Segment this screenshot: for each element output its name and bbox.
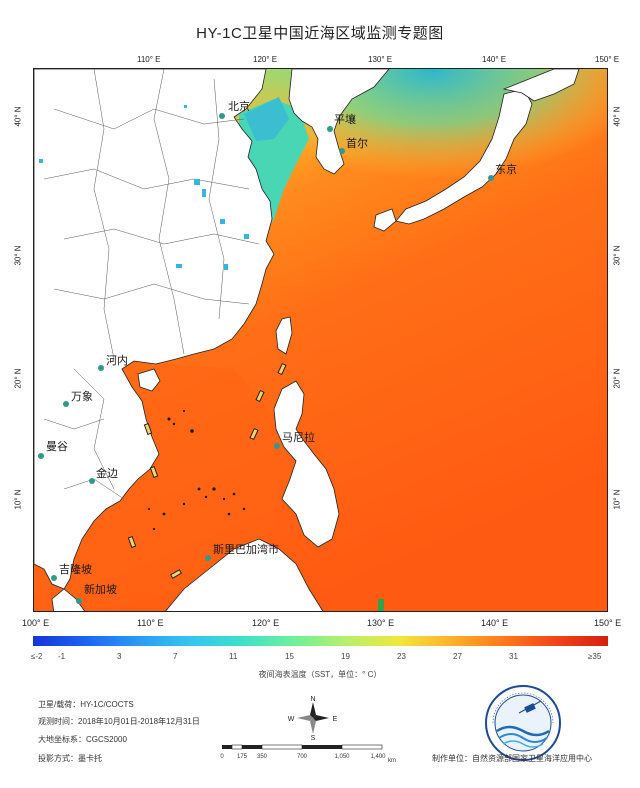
philippines: [273, 380, 340, 548]
colorbar-tick: 7: [173, 652, 178, 661]
lat-label-left: 10° N: [13, 489, 23, 510]
meta-crs: 大地坐标系：CGCS2000: [38, 735, 127, 744]
korean-peninsula: [288, 69, 390, 175]
city-label-bandar-seri-begawan: 斯里巴加湾市: [213, 542, 279, 556]
lon-label-bottom: 100° E: [22, 618, 50, 628]
scale-tick: 700: [297, 754, 308, 760]
admin-borders: [43, 69, 260, 500]
colorbar-tick: 31: [509, 652, 518, 661]
kyushu: [373, 208, 397, 232]
lon-label-top: 120° E: [253, 55, 278, 64]
meta-projection: 投影方式：墨卡托: [38, 754, 102, 763]
lon-label-bottom: 140° E: [481, 618, 509, 628]
inland-water-pixels: [39, 105, 249, 270]
city-label-beijing: 北京: [228, 99, 250, 113]
city-label-singapore: 新加坡: [84, 582, 117, 596]
city-dot-kuala-lumpur[interactable]: [51, 575, 57, 581]
meta-time: 观测时间：2018年10月01日-2018年12月31日: [38, 717, 200, 726]
colorbar-tick: 19: [341, 652, 350, 661]
city-label-tokyo: 东京: [495, 162, 517, 176]
city-label-manila: 马尼拉: [282, 430, 315, 444]
city-label-vientiane: 万象: [71, 390, 93, 403]
lon-label-bottom: 150° E: [594, 618, 622, 628]
city-dot-hanoi[interactable]: [98, 365, 104, 371]
lon-label-top: 140° E: [482, 55, 507, 64]
compass-east-arrow: [313, 715, 329, 721]
bohai-sea: [244, 97, 289, 141]
compass-west-arrow: [297, 715, 313, 721]
map-title: HY-1C卫星中国近海区域监测专题图: [196, 25, 444, 42]
lon-label-top: 110° E: [137, 55, 161, 64]
city-dot-bangkok[interactable]: [38, 453, 44, 459]
scale-tick: 1,050: [334, 754, 350, 760]
lon-label-top: 130° E: [368, 55, 393, 64]
compass-s: S: [311, 735, 316, 740]
lon-label-bottom: 120° E: [252, 618, 280, 628]
sst-map-svg: 北京 平壤 首尔 东京 河内 万象 曼谷 金边 马尼拉 斯里巴加湾市 吉隆坡 新…: [34, 69, 607, 611]
producer-credit: 制作单位：自然资源部国家卫星海洋应用中心: [432, 754, 592, 763]
sst-map: 北京 平壤 首尔 东京 河内 万象 曼谷 金边 马尼拉 斯里巴加湾市 吉隆坡 新…: [33, 68, 608, 612]
city-dot-manila[interactable]: [274, 443, 280, 449]
city-dot-beijing[interactable]: [219, 113, 225, 119]
nsoas-emblem-logo: [485, 685, 561, 761]
lat-label-right: 30° N: [612, 245, 622, 266]
island-clusters: [148, 410, 246, 531]
city-label-bangkok: 曼谷: [46, 440, 68, 453]
city-markers: 北京 平壤 首尔 东京 河内 万象 曼谷 金边 马尼拉 斯里巴加湾市 吉隆坡 新…: [38, 99, 517, 604]
city-label-hanoi: 河内: [106, 353, 128, 367]
scale-unit: km: [388, 758, 396, 764]
malay-peninsula: [51, 588, 86, 611]
colorbar-tick: 15: [285, 652, 294, 661]
city-dot-pyongyang[interactable]: [327, 126, 333, 132]
city-dot-singapore[interactable]: [76, 598, 82, 604]
lat-label-left: 20° N: [13, 368, 23, 389]
lat-label-right: 40° N: [612, 106, 622, 127]
city-dot-phnom-penh[interactable]: [89, 478, 95, 484]
lon-label-top: 150° E: [595, 55, 620, 64]
colorbar-tick: ≤-2: [31, 652, 43, 661]
city-label-pyongyang: 平壤: [334, 112, 356, 126]
city-dot-bandar-seri-begawan[interactable]: [205, 555, 211, 561]
colorbar-tick: ≥35: [588, 652, 602, 661]
compass-w: W: [288, 716, 295, 723]
japan: [395, 88, 533, 225]
taiwan: [275, 316, 293, 355]
hainan: [137, 368, 161, 392]
borneo: [165, 538, 324, 611]
compass-n: N: [310, 696, 315, 703]
city-dot-seoul[interactable]: [339, 148, 345, 154]
colorbar-tick: 27: [453, 652, 462, 661]
swath-marks: [127, 362, 287, 579]
scale-tick: 350: [257, 754, 268, 760]
lat-label-left: 40° N: [13, 106, 23, 127]
city-label-seoul: 首尔: [346, 136, 368, 150]
compass-south-arrow: [310, 718, 316, 734]
sst-colorbar: [33, 636, 608, 646]
scale-tick: 175: [237, 754, 248, 760]
colorbar-tick: 3: [117, 652, 122, 661]
lon-label-bottom: 110° E: [137, 618, 164, 628]
colorbar-label: 夜间海表温度（SST，单位：° C）: [258, 670, 382, 679]
city-label-phnom-penh: 金边: [96, 466, 118, 480]
scale-bar: 0 175 350 700 1,050 1,400 km: [220, 744, 396, 764]
asia-mainland: [34, 69, 275, 590]
scale-tick: 0: [220, 754, 224, 760]
colorbar-tick: -1: [58, 652, 66, 661]
city-dot-vientiane[interactable]: [63, 401, 69, 407]
colorbar-tick: 11: [229, 652, 238, 661]
colorbar-tick: 23: [397, 652, 406, 661]
compass-e: E: [333, 716, 338, 723]
city-dot-tokyo[interactable]: [488, 175, 494, 181]
meta-satellite: 卫星/载荷：HY-1C/COCTS: [38, 700, 134, 709]
scale-tick: 1,400: [370, 754, 386, 760]
city-label-kuala-lumpur: 吉隆坡: [59, 562, 92, 576]
swath-edge-strip: [378, 599, 384, 611]
lon-label-bottom: 130° E: [367, 618, 395, 628]
lat-label-left: 30° N: [13, 245, 23, 266]
compass-north-arrow: [310, 702, 316, 718]
north-arrow-compass: N S W E: [288, 696, 338, 740]
lat-label-right: 20° N: [612, 368, 622, 389]
lat-label-right: 10° N: [612, 489, 622, 510]
hokkaido: [502, 69, 580, 102]
